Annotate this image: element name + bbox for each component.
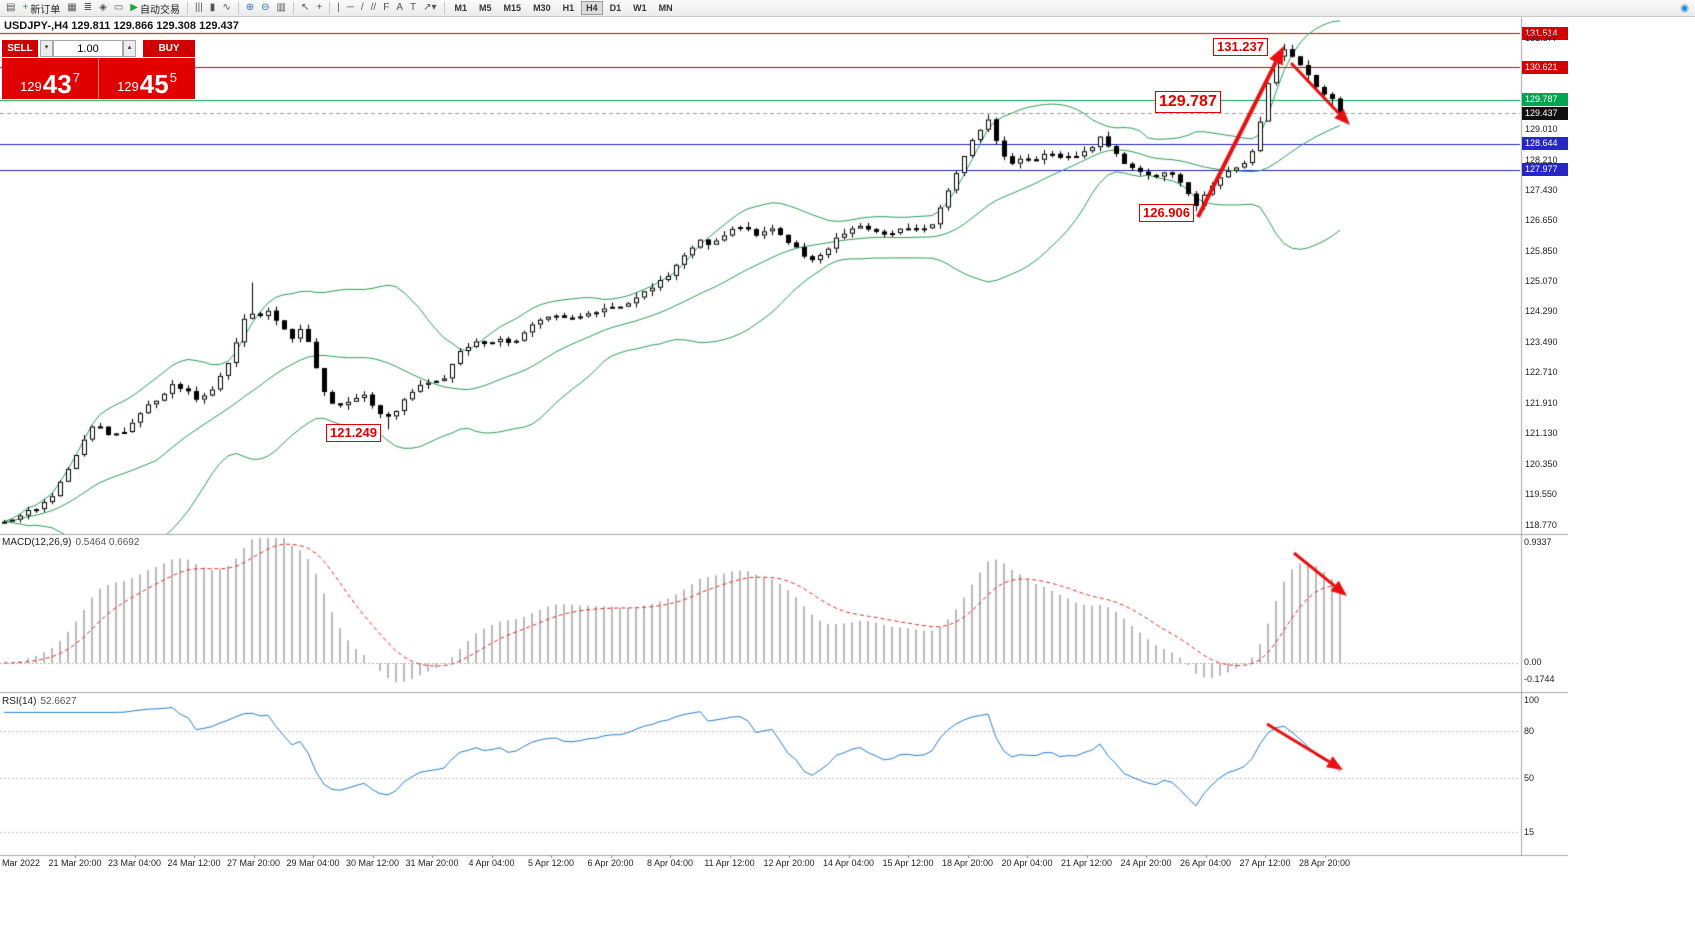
timeframe-button-m30[interactable]: M30 [533,3,551,13]
text-icon[interactable]: A [393,1,406,16]
macd-indicator-label: MACD(12,26,9) 0.5464 0.6692 [2,537,139,548]
zoom-in-icon: ⊕ [245,2,255,13]
zoom-out-icon[interactable]: ⊖ [258,1,272,16]
candle-chart-icon: ▮ [209,2,216,13]
vertical-line-icon: | [337,2,340,13]
timeframe-button-w1[interactable]: W1 [633,3,647,13]
tile-windows-icon: ▥ [276,2,286,13]
macd-scale-zero: 0.00 [1524,657,1542,667]
toolbar-separator [329,2,331,14]
volume-increase-button[interactable]: ▴ [123,40,136,57]
toolbar-separator [237,2,239,14]
trade-panel: SELL ▾ ▴ BUY 129 43 7 129 45 5 [2,40,195,99]
market-watch-icon: ≣ [83,2,93,13]
timeframe-button-d1[interactable]: D1 [609,3,622,13]
arrows-tool-icon: ↗▾ [423,2,437,13]
candle-chart-icon[interactable]: ▮ [207,1,219,16]
market-watch-icon[interactable]: ≣ [81,1,95,16]
ask-pips: 45 [139,68,169,99]
bar-chart-icon[interactable]: ||| [192,1,206,16]
bid-big-figure: 129 [20,79,42,94]
new-chart-icon: ▤ [6,2,16,13]
text-icon: A [396,2,403,13]
horizontal-line-icon[interactable]: ─ [344,1,357,16]
fibonacci-icon: F [383,2,390,13]
auto-trading-button: ▶ [130,2,138,13]
macd-scale-max: 0.9337 [1524,537,1552,547]
symbol-ohlc-readout: USDJPY-,H4 129.811 129.866 129.308 129.4… [4,20,239,32]
cursor-icon: ↖ [300,2,310,13]
auto-trading-button[interactable]: ▶ 自动交易 [127,1,183,16]
arrows-tool-icon[interactable]: ↗▾ [420,1,439,16]
bar-chart-icon: ||| [195,2,203,13]
ask-price[interactable]: 129 45 5 [99,58,195,99]
crosshair-icon: + [316,2,323,13]
cursor-icon[interactable]: ↖ [298,1,312,16]
new-order-button: + [22,2,29,13]
toolbar-right-group: ◉ [1677,1,1692,16]
timeframe-button-m1[interactable]: M1 [454,3,468,13]
fibonacci-icon[interactable]: F [380,1,392,16]
zoom-out-icon: ⊖ [261,2,270,13]
label-icon[interactable]: T [407,1,419,16]
timeframe-group: M1 M5 M15 M30 H1 H4 D1 W1 MN [449,1,679,15]
bid-price[interactable]: 129 43 7 [2,58,99,99]
volume-stepper: ▾ ▴ [40,40,136,57]
toolbar-separator [187,2,188,14]
toolbar: ▤ + 新订单 ▦ ≣ ◈ ▭ ▶ 自动交易 ||| ▮ ∿ ⊕ ⊖ ▥ ↖ + | ─ ///F A T ↗▾ M1 M5 M1… [0,0,1695,17]
volume-decrease-button[interactable]: ▾ [40,40,53,57]
crosshair-icon[interactable]: + [313,1,325,16]
rsi-value: 52.6627 [40,696,77,707]
community-icon[interactable]: ◉ [1677,1,1692,16]
macd-scale-min: -0.1744 [1524,674,1555,684]
trendline-icon: / [360,2,364,13]
trade-panel-controls: SELL ▾ ▴ BUY [2,40,195,57]
channel-icon[interactable]: // [368,1,380,16]
timeframe-button-h4[interactable]: H4 [581,1,603,15]
tile-windows-icon[interactable]: ▥ [273,1,288,16]
buy-button[interactable]: BUY [143,40,195,57]
community-icon: ◉ [1680,2,1689,14]
toolbar-separator [292,2,294,14]
label-icon: T [410,2,417,13]
volume-input[interactable] [53,40,123,57]
ask-big-figure: 129 [117,79,139,94]
rsi-name: RSI(14) [2,696,37,707]
timeframe-button-m15[interactable]: M15 [503,3,522,13]
auto-trading-button-label: 自动交易 [140,4,180,16]
quote-panel: 129 43 7 129 45 5 [2,58,195,99]
zoom-in-icon[interactable]: ⊕ [243,1,257,16]
ask-fraction: 5 [169,70,177,85]
bid-fraction: 7 [72,70,80,85]
timeframe-button-mn[interactable]: MN [658,3,673,13]
timeframe-button-h1[interactable]: H1 [562,3,575,13]
layouts-icon: ▦ [67,2,77,13]
rsi-indicator-label: RSI(14) 52.6627 [2,696,77,707]
macd-name: MACD(12,26,9) [2,537,72,548]
terminal-icon[interactable]: ▭ [111,1,126,16]
navigator-icon[interactable]: ◈ [96,1,110,16]
vertical-line-icon[interactable]: | [334,1,343,16]
channel-icon: // [370,2,377,13]
new-order-button[interactable]: + 新订单 [19,1,63,16]
horizontal-line-icon: ─ [346,2,354,13]
trendline-icon[interactable]: / [358,1,367,16]
toolbar-separator [443,2,445,14]
macd-values: 0.5464 0.6692 [75,537,140,548]
new-chart-icon[interactable]: ▤ [3,1,18,16]
terminal-icon: ▭ [113,2,124,13]
navigator-icon: ◈ [99,2,107,13]
line-chart-icon: ∿ [222,2,231,13]
bid-pips: 43 [42,68,72,99]
timeframe-button-m5[interactable]: M5 [479,3,492,13]
sell-button[interactable]: SELL [2,40,38,57]
layouts-icon[interactable]: ▦ [64,1,79,16]
time-axis[interactable] [0,856,1568,872]
line-chart-icon[interactable]: ∿ [219,1,233,16]
price-scale[interactable] [1521,17,1568,855]
new-order-button-label: 新订单 [30,4,61,16]
